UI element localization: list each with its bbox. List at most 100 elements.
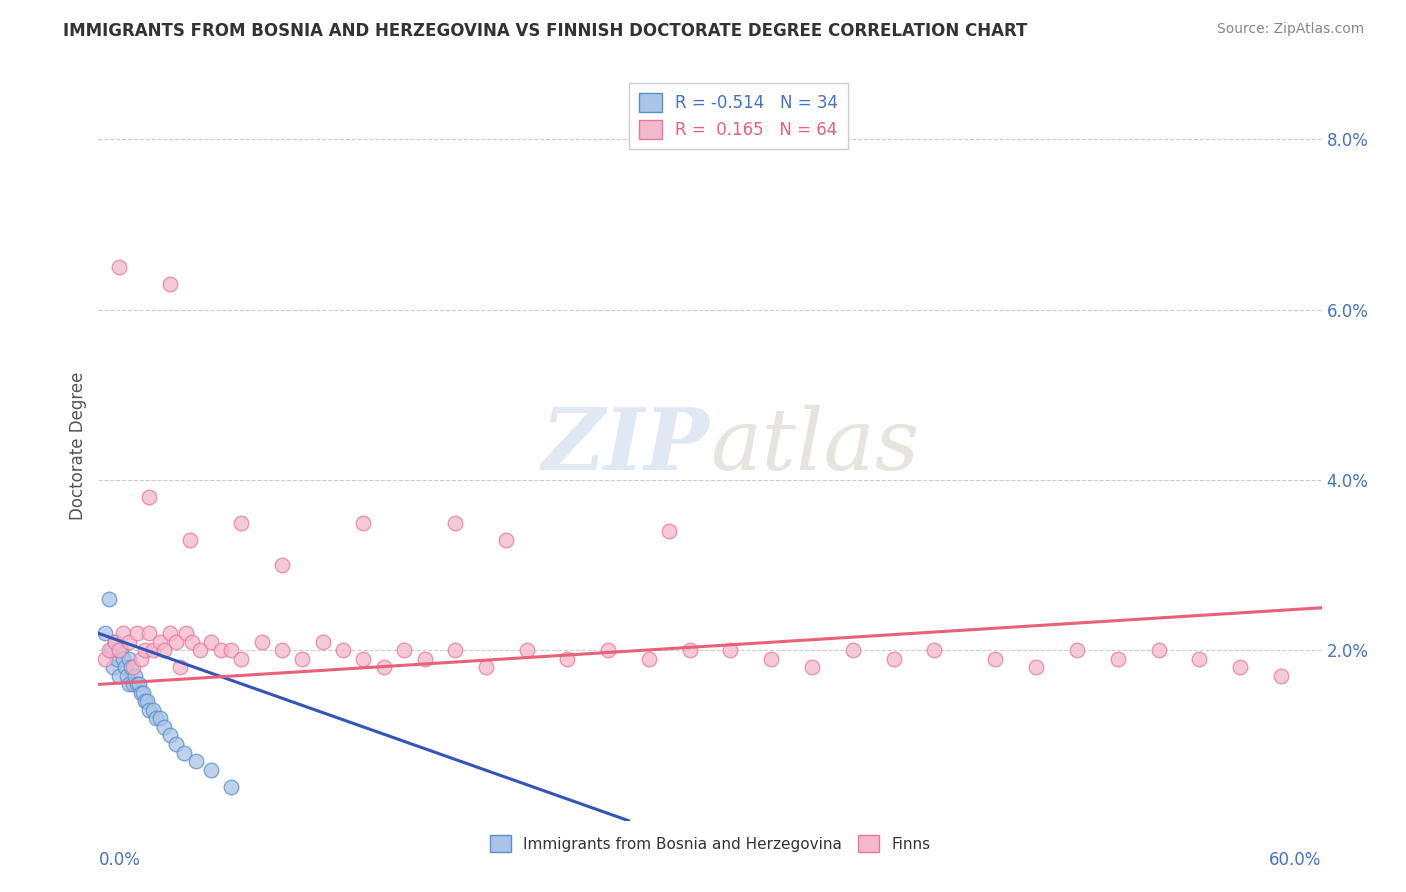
Point	[761, 652, 783, 666]
Point	[516, 643, 538, 657]
Text: atlas: atlas	[710, 405, 920, 487]
Point	[127, 677, 149, 691]
Point	[637, 652, 661, 666]
Point	[718, 643, 742, 657]
Point	[129, 686, 152, 700]
Point	[97, 592, 120, 607]
Point	[444, 643, 467, 657]
Point	[132, 686, 155, 700]
Point	[169, 660, 191, 674]
Legend: Immigrants from Bosnia and Herzegovina, Finns: Immigrants from Bosnia and Herzegovina, …	[484, 829, 936, 858]
Point	[149, 635, 172, 649]
Point	[352, 516, 374, 530]
Point	[495, 533, 517, 547]
Text: Source: ZipAtlas.com: Source: ZipAtlas.com	[1216, 22, 1364, 37]
Point	[188, 643, 212, 657]
Point	[165, 737, 187, 751]
Point	[118, 652, 141, 666]
Point	[108, 643, 131, 657]
Point	[122, 677, 145, 691]
Point	[922, 643, 945, 657]
Point	[110, 643, 132, 657]
Point	[658, 524, 681, 538]
Point	[1229, 660, 1251, 674]
Point	[118, 677, 141, 691]
Point	[122, 660, 145, 674]
Point	[392, 643, 416, 657]
Point	[186, 754, 208, 768]
Point	[291, 652, 314, 666]
Point	[1188, 652, 1211, 666]
Point	[165, 635, 187, 649]
Point	[159, 729, 181, 743]
Point	[209, 643, 232, 657]
Point	[104, 635, 127, 649]
Point	[159, 626, 181, 640]
Point	[129, 652, 152, 666]
Point	[138, 703, 160, 717]
Point	[142, 703, 165, 717]
Text: 0.0%: 0.0%	[98, 851, 141, 869]
Point	[801, 660, 824, 674]
Text: 60.0%: 60.0%	[1270, 851, 1322, 869]
Point	[179, 533, 201, 547]
Point	[134, 643, 156, 657]
Point	[444, 516, 467, 530]
Point	[352, 652, 374, 666]
Point	[413, 652, 436, 666]
Point	[120, 660, 142, 674]
Point	[173, 746, 195, 760]
Point	[200, 635, 222, 649]
Point	[134, 694, 156, 708]
Point	[1025, 660, 1047, 674]
Point	[1270, 669, 1292, 683]
Point	[1107, 652, 1129, 666]
Point	[111, 626, 134, 640]
Point	[136, 694, 159, 708]
Point	[231, 516, 253, 530]
Point	[373, 660, 395, 674]
Point	[270, 643, 294, 657]
Point	[679, 643, 702, 657]
Point	[270, 558, 294, 573]
Point	[108, 260, 131, 275]
Point	[124, 669, 146, 683]
Point	[93, 626, 115, 640]
Point	[984, 652, 1007, 666]
Y-axis label: Doctorate Degree: Doctorate Degree	[69, 372, 87, 520]
Point	[127, 626, 149, 640]
Point	[108, 643, 131, 657]
Point	[219, 643, 242, 657]
Point	[312, 635, 335, 649]
Point	[332, 643, 354, 657]
Point	[138, 626, 160, 640]
Point	[128, 677, 150, 691]
Point	[115, 669, 138, 683]
Point	[108, 669, 131, 683]
Point	[231, 652, 253, 666]
Point	[841, 643, 863, 657]
Point	[883, 652, 905, 666]
Point	[598, 643, 620, 657]
Point	[100, 643, 122, 657]
Point	[149, 711, 172, 725]
Point	[174, 626, 197, 640]
Point	[200, 763, 222, 777]
Point	[93, 652, 115, 666]
Point	[1066, 643, 1088, 657]
Point	[114, 660, 136, 674]
Point	[104, 635, 127, 649]
Point	[145, 711, 167, 725]
Point	[555, 652, 579, 666]
Point	[152, 643, 174, 657]
Point	[118, 635, 141, 649]
Point	[138, 490, 160, 504]
Text: IMMIGRANTS FROM BOSNIA AND HERZEGOVINA VS FINNISH DOCTORATE DEGREE CORRELATION C: IMMIGRANTS FROM BOSNIA AND HERZEGOVINA V…	[63, 22, 1028, 40]
Point	[219, 780, 242, 794]
Text: ZIP: ZIP	[543, 404, 710, 488]
Point	[111, 652, 134, 666]
Point	[250, 635, 273, 649]
Point	[181, 635, 204, 649]
Point	[142, 643, 165, 657]
Point	[97, 643, 120, 657]
